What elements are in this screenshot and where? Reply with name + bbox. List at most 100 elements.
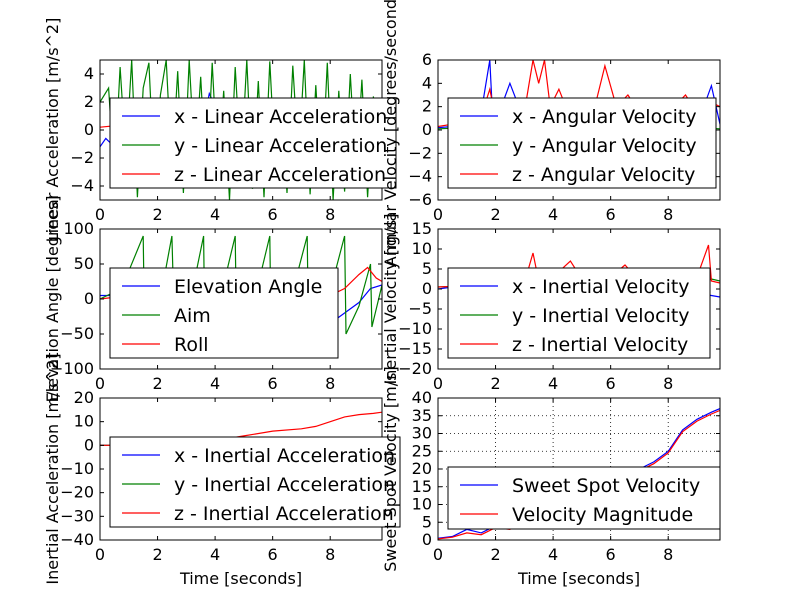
y-tick-label: 25 xyxy=(412,441,432,460)
x-tick-label: 8 xyxy=(663,205,673,224)
y-tick-label: 6 xyxy=(422,50,432,69)
y-tick-label: −2 xyxy=(408,143,432,162)
legend: x - Inertial Acceleration y - Inertial Ac… xyxy=(109,436,401,528)
legend-label: x - Inertial Acceleration xyxy=(174,445,395,467)
x-tick-label: 6 xyxy=(268,374,278,393)
legend-label: y - Inertial Acceleration xyxy=(174,474,395,496)
x-tick-label: 8 xyxy=(325,374,335,393)
y-axis-label: Linear Acceleration [m/s^2] xyxy=(43,18,62,243)
x-tick-label: 4 xyxy=(548,545,558,564)
y-tick-label: 0 xyxy=(84,435,94,454)
y-axis-label: Sweet Spot Velocity [m/s] xyxy=(381,366,400,571)
legend-label: y - Linear Acceleration xyxy=(174,135,387,157)
x-tick-label: 8 xyxy=(663,374,673,393)
x-tick-label: 8 xyxy=(663,545,673,564)
y-tick-label: −20 xyxy=(398,359,432,378)
legend-label: x - Inertial Velocity xyxy=(512,276,690,298)
x-tick-label: 6 xyxy=(268,205,278,224)
y-tick-label: 40 xyxy=(412,388,432,407)
y-tick-label: −40 xyxy=(60,530,94,549)
legend-label: x - Angular Velocity xyxy=(512,106,697,128)
x-tick-label: 0 xyxy=(433,545,443,564)
y-axis-label: Inertial Acceleration [m/s^2] xyxy=(43,353,62,584)
y-tick-label: −10 xyxy=(60,459,94,478)
x-tick-label: 2 xyxy=(490,545,500,564)
x-tick-label: 0 xyxy=(95,205,105,224)
legend-label: Elevation Angle xyxy=(174,276,322,298)
y-tick-label: 4 xyxy=(84,64,94,83)
legend-label: Sweet Spot Velocity xyxy=(512,475,700,497)
legend: x - Linear Acceleration y - Linear Accele… xyxy=(109,97,397,189)
y-tick-label: 50 xyxy=(74,254,94,273)
subplot-1: 0 2 4 6 8 −4 −2 0 2 4 Linear Acceleration [m/s^2] x… xyxy=(43,18,397,243)
y-tick-label: 15 xyxy=(412,477,432,496)
x-tick-label: 4 xyxy=(210,205,220,224)
y-tick-label: −5 xyxy=(408,299,432,318)
x-tick-label: 6 xyxy=(606,374,616,393)
y-tick-label: −20 xyxy=(60,483,94,502)
x-tick-label: 2 xyxy=(152,545,162,564)
x-tick-label: 4 xyxy=(548,205,558,224)
y-tick-label: 0 xyxy=(422,279,432,298)
x-tick-label: 2 xyxy=(152,374,162,393)
y-tick-label: −100 xyxy=(50,359,94,378)
legend-label: Roll xyxy=(174,334,209,356)
legend: Elevation Angle Aim Roll xyxy=(109,267,339,359)
y-tick-label: −6 xyxy=(408,190,432,209)
y-tick-label: 30 xyxy=(412,424,432,443)
legend-label: z - Linear Acceleration xyxy=(174,164,386,186)
legend-label: z - Inertial Acceleration xyxy=(174,503,394,525)
y-tick-label: −15 xyxy=(398,339,432,358)
y-tick-label: 100 xyxy=(63,219,94,238)
legend-label: z - Inertial Velocity xyxy=(512,334,688,356)
x-tick-label: 2 xyxy=(490,374,500,393)
legend-label: y - Angular Velocity xyxy=(512,135,697,157)
x-tick-label: 6 xyxy=(268,545,278,564)
legend-label: x - Linear Acceleration xyxy=(174,106,387,128)
x-axis-label: Time [seconds] xyxy=(517,569,640,588)
y-tick-label: 10 xyxy=(412,239,432,258)
x-axis-label: Time [seconds] xyxy=(179,569,302,588)
x-tick-label: 2 xyxy=(490,205,500,224)
y-tick-label: −4 xyxy=(408,167,432,186)
y-tick-label: 10 xyxy=(412,495,432,514)
y-tick-label: −4 xyxy=(70,176,94,195)
legend-label: Aim xyxy=(174,305,211,327)
legend-label: z - Angular Velocity xyxy=(512,164,695,186)
y-tick-label: 0 xyxy=(84,120,94,139)
y-tick-label: 20 xyxy=(412,459,432,478)
y-tick-label: 2 xyxy=(422,97,432,116)
y-tick-label: 10 xyxy=(74,412,94,431)
y-tick-label: 0 xyxy=(422,530,432,549)
x-tick-label: 8 xyxy=(325,205,335,224)
x-tick-label: 8 xyxy=(325,545,335,564)
x-tick-label: 0 xyxy=(433,374,443,393)
legend-box xyxy=(109,97,397,189)
x-tick-label: 0 xyxy=(95,374,105,393)
y-axis-label: Angular Velocity [degrees/second] xyxy=(381,0,400,267)
y-tick-label: 35 xyxy=(412,406,432,425)
y-axis-label: Inertial Velocity [m/s] xyxy=(381,214,400,385)
y-tick-label: −30 xyxy=(60,506,94,525)
y-tick-label: 20 xyxy=(74,388,94,407)
y-tick-label: 0 xyxy=(422,120,432,139)
y-axis-label: Elevation Angle [degrees] xyxy=(43,196,62,403)
legend: x - Angular Velocity y - Angular Velocity… xyxy=(447,97,717,189)
subplot-2: 0 2 4 6 8 −6 −4 −2 0 2 4 6 Angular Velocity [degrees… xyxy=(381,0,721,267)
y-tick-label: 0 xyxy=(84,289,94,308)
y-tick-label: 15 xyxy=(412,219,432,238)
legend-box xyxy=(109,267,339,359)
legend: x - Inertial Velocity y - Inertial Veloci… xyxy=(447,267,711,359)
x-tick-label: 6 xyxy=(606,205,616,224)
y-tick-label: 5 xyxy=(422,512,432,531)
legend-box xyxy=(447,466,721,530)
axes-frame xyxy=(437,228,721,370)
y-tick-label: −50 xyxy=(60,324,94,343)
legend-box xyxy=(109,436,401,528)
x-tick-label: 4 xyxy=(548,374,558,393)
